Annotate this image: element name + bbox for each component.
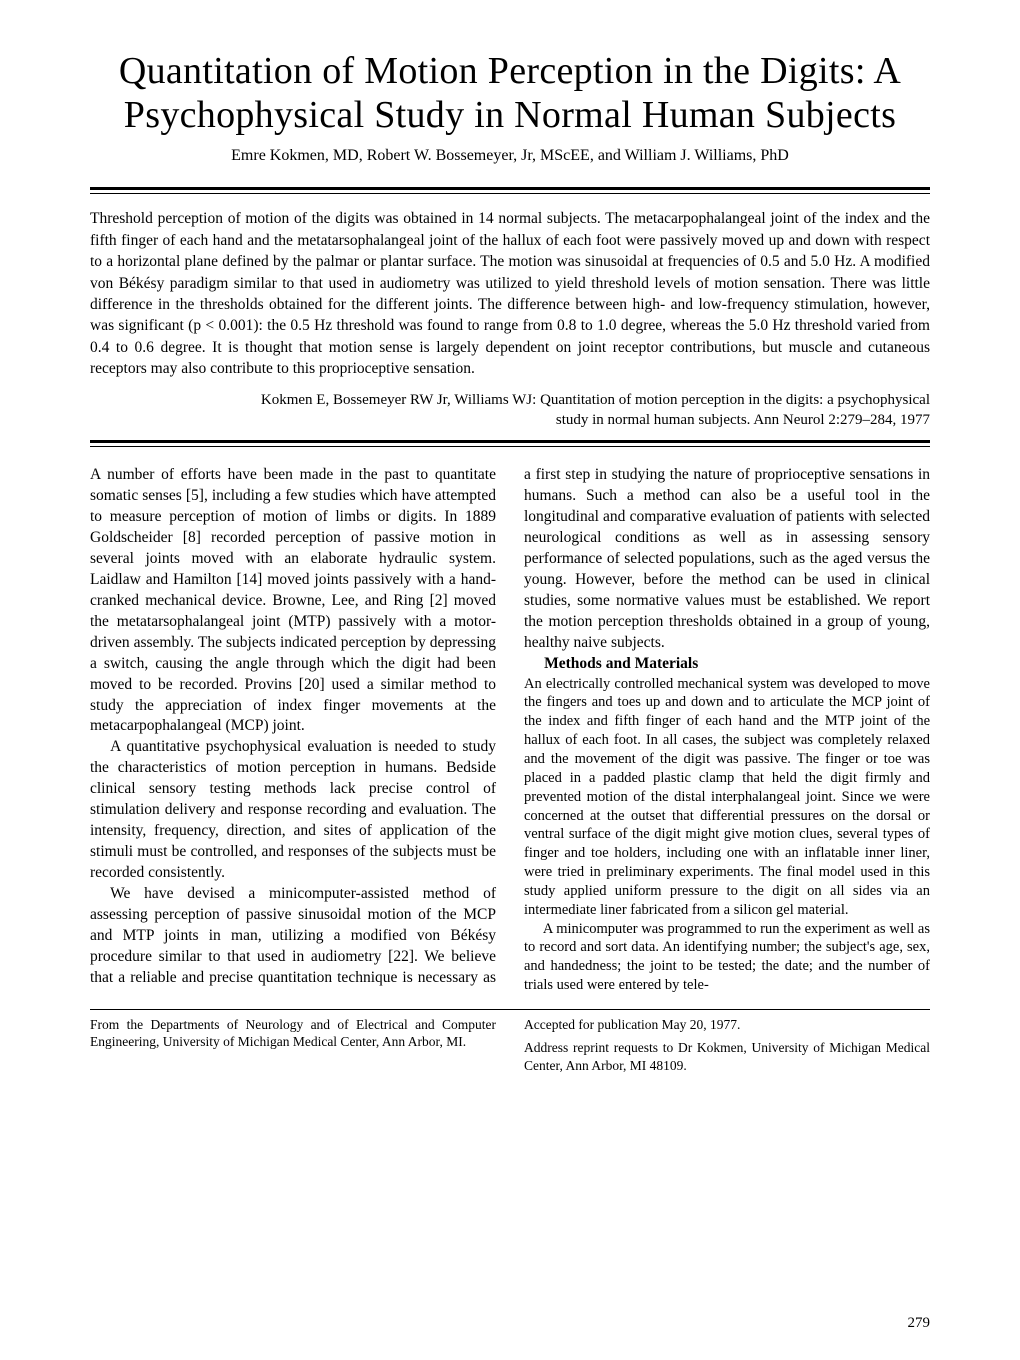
abstract-text: Threshold perception of motion of the di…: [90, 208, 930, 379]
page-number: 279: [908, 1315, 931, 1332]
footer-block: From the Departments of Neurology and of…: [90, 1009, 930, 1075]
footer-right: Accepted for publication May 20, 1977. A…: [524, 1016, 930, 1075]
footer-address: Address reprint requests to Dr Kokmen, U…: [524, 1039, 930, 1074]
citation-block: Kokmen E, Bossemeyer RW Jr, Williams WJ:…: [90, 391, 930, 430]
methods-para-1: An electrically controlled mechanical sy…: [524, 675, 930, 920]
footer-left: From the Departments of Neurology and of…: [90, 1016, 496, 1075]
authors-line: Emre Kokmen, MD, Robert W. Bossemeyer, J…: [90, 147, 930, 165]
article-title: Quantitation of Motion Perception in the…: [90, 50, 930, 137]
body-columns: A number of efforts have been made in th…: [90, 465, 930, 995]
body-para-2: A quantitative psychophysical evaluation…: [90, 737, 496, 883]
rule-top: [90, 187, 930, 194]
rule-bottom: [90, 440, 930, 447]
methods-para-2: A minicomputer was programmed to run the…: [524, 920, 930, 995]
citation-line-1: Kokmen E, Bossemeyer RW Jr, Williams WJ:…: [261, 392, 930, 408]
citation-line-2: study in normal human subjects. Ann Neur…: [556, 412, 930, 428]
body-para-1: A number of efforts have been made in th…: [90, 465, 496, 737]
footer-accepted: Accepted for publication May 20, 1977.: [524, 1016, 930, 1034]
journal-page: Quantitation of Motion Perception in the…: [0, 0, 1020, 1360]
methods-heading: Methods and Materials: [524, 654, 930, 675]
